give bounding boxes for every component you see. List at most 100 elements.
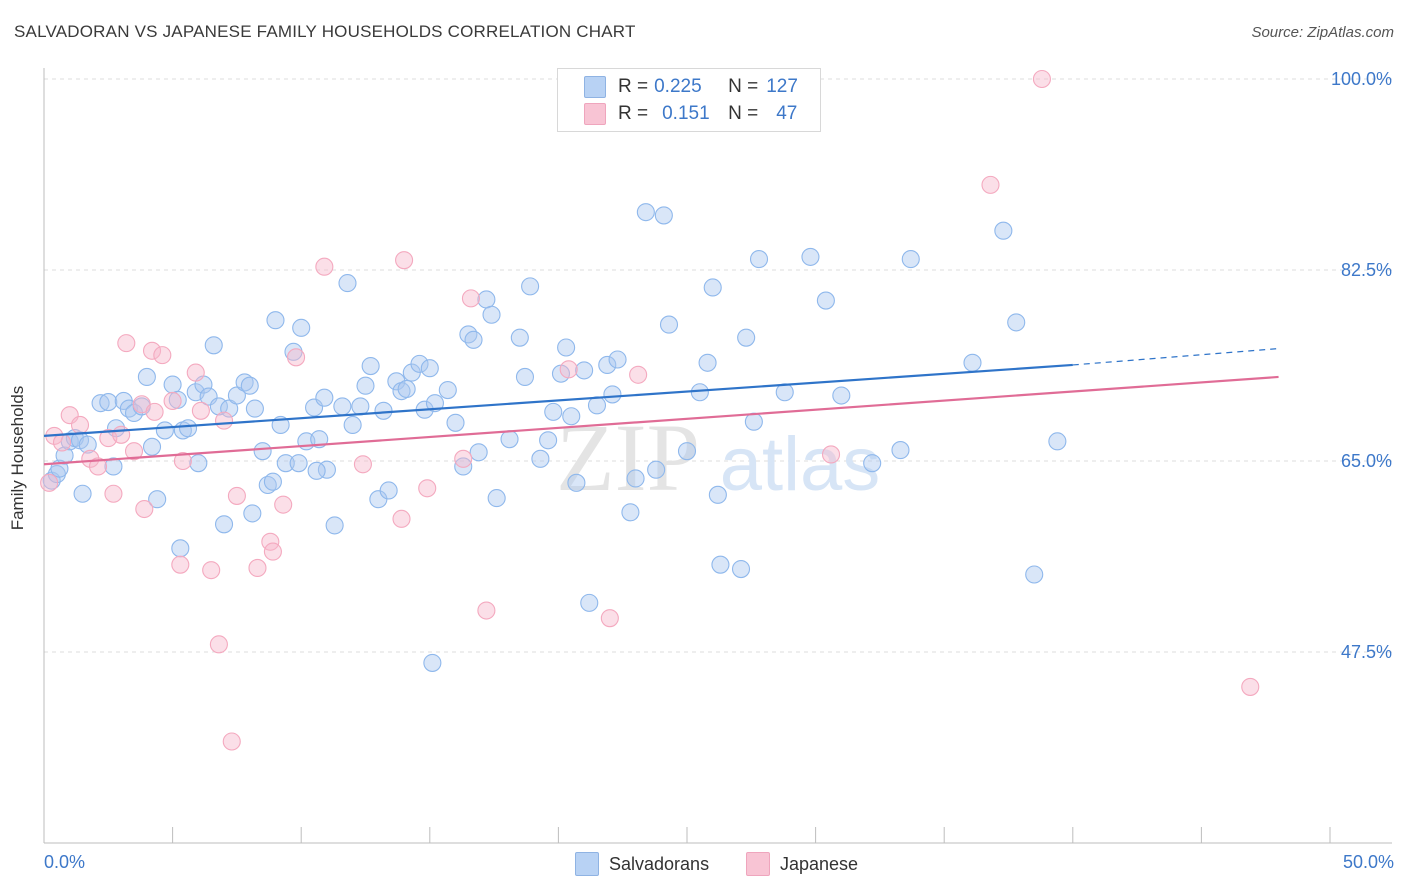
salvadoran-point (654, 206, 673, 225)
japanese-point (202, 561, 221, 580)
salvadoran-points (42, 203, 1067, 672)
salvadoran-point (266, 311, 285, 330)
salvadoran-point (459, 325, 478, 344)
salvadoran-point (240, 376, 259, 395)
japanese-point (395, 251, 414, 270)
watermark-atlas: atlas (720, 422, 881, 507)
salvadoran-point (544, 402, 563, 421)
legend-n-label: N = (728, 76, 759, 97)
salvadoran-point (567, 473, 586, 492)
salvadoran-point (500, 430, 519, 449)
legend-r-value: 0.151 (662, 103, 710, 124)
japanese-point (52, 433, 72, 452)
salvadoran-point (531, 449, 550, 468)
japanese-points (40, 69, 1260, 751)
salvadoran-point (1048, 432, 1067, 451)
salvadoran-point (253, 442, 272, 461)
salvadoran-point (749, 250, 769, 269)
salvadoran-point (562, 407, 581, 426)
salvadoran-point (737, 328, 756, 347)
source-label: Source: ZipAtlas.com (1251, 24, 1394, 41)
japanese-point (191, 401, 210, 420)
legend-n-value: 127 (766, 76, 798, 97)
salvadoran-point (1025, 565, 1044, 584)
salvadoran-point (557, 338, 576, 357)
japanese-point (173, 451, 192, 471)
legend-r-value: 0.225 (654, 76, 702, 97)
salvadoran-point (315, 388, 334, 407)
salvadoran-point (91, 394, 110, 413)
salvadoran-point (580, 593, 599, 612)
salvadoran-point (587, 396, 607, 415)
salvadoran-point (73, 484, 92, 503)
salvadoran-point (832, 386, 851, 405)
japanese-point (287, 348, 306, 367)
salvadoran-point (510, 328, 529, 347)
japanese-point (559, 360, 578, 379)
japanese-point (274, 495, 293, 514)
watermark: ZIP atlas (556, 404, 880, 511)
bottom-legend-salvadorans: Salvadorans (575, 852, 709, 876)
salvadoran-point (801, 247, 820, 266)
japanese-point (222, 732, 241, 751)
salvadoran-point (575, 361, 594, 380)
salvadoran-point (142, 437, 162, 456)
salvadoran-point (487, 489, 506, 508)
salvadoran-point (258, 475, 277, 495)
japanese-point (1241, 677, 1260, 696)
salvadoran-point (148, 490, 167, 509)
bottom-legend-japanese: Japanese (746, 852, 858, 876)
y-axis-label: Family Households (8, 385, 27, 531)
axes (43, 68, 1392, 844)
y-tick-label: 82.5% (1341, 260, 1392, 280)
legend-row-japanese: R = 0.151 N = 47 (584, 102, 797, 126)
x-tick-label-max: 50.0% (1342, 852, 1394, 872)
salvadoran-point (816, 291, 835, 310)
salvadoran-point (994, 221, 1013, 240)
japanese-point (81, 449, 100, 468)
salvadoran-point (204, 336, 223, 355)
japanese-point (981, 175, 1000, 194)
japanese-point (163, 391, 182, 411)
salvadoran-point (243, 504, 262, 523)
japanese-point (186, 363, 205, 382)
salvadoran-point (276, 454, 295, 473)
salvadoran-point (361, 356, 380, 376)
japanese-trend-line (43, 375, 1279, 466)
salvadoran-point (901, 250, 920, 269)
salvadoran-point (464, 330, 483, 349)
salvadoran-point (469, 443, 488, 462)
y-tick-label: 100.0% (1331, 69, 1392, 89)
japanese-point (112, 425, 131, 444)
salvadoran-point (698, 353, 717, 372)
japanese-point (461, 289, 481, 308)
salvadoran-point (621, 503, 640, 522)
salvadoran-point (214, 515, 234, 534)
japanese-point (600, 609, 619, 628)
stats-legend: R = 0.225 N = 127 R = 0.151 N = 47 (557, 68, 821, 132)
salvadoran-point (292, 318, 311, 337)
salvadoran-point (744, 412, 763, 431)
grid-lines (44, 78, 1392, 653)
salvadoran-point (863, 454, 882, 473)
japanese-point (209, 635, 228, 654)
japanese-point (135, 499, 154, 519)
salvadoran-point (137, 367, 156, 387)
salvadoran-point (351, 397, 370, 416)
salvadoran-trend-extension (1072, 347, 1279, 366)
salvadoran-point (235, 373, 254, 392)
bottom-legend-label: Salvadorans (609, 853, 710, 874)
bottom-legend-swatch-pink (746, 852, 770, 876)
japanese-point (629, 365, 648, 384)
salvadoran-point (636, 203, 655, 222)
salvadoran-point (626, 469, 645, 488)
salvadoran-point (731, 560, 751, 579)
japanese-point (263, 542, 282, 561)
salvadoran-point (420, 359, 439, 378)
y-tick-labels: 47.5% 65.0% 82.5% 100.0% (1331, 69, 1392, 662)
salvadoran-point (397, 379, 416, 399)
salvadoran-point (171, 539, 190, 558)
salvadoran-point (307, 461, 326, 480)
japanese-point (315, 257, 334, 276)
